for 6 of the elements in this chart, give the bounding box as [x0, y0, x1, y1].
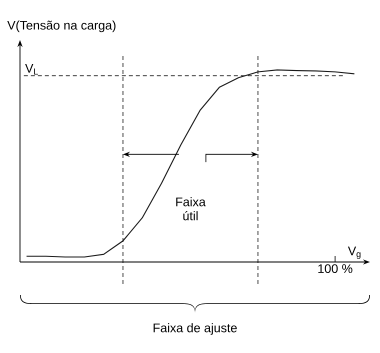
ref-line-label: V$_{L}$ — [25, 64, 38, 75]
annotation: Faixa útil — [176, 197, 206, 220]
text: 100 % — [318, 264, 352, 274]
x-axis-title: V$_{g}$ — [348, 246, 360, 259]
y-axis-title: V(Tensão na carga) — [7, 20, 116, 32]
text: Faixa de ajuste — [154, 323, 237, 335]
